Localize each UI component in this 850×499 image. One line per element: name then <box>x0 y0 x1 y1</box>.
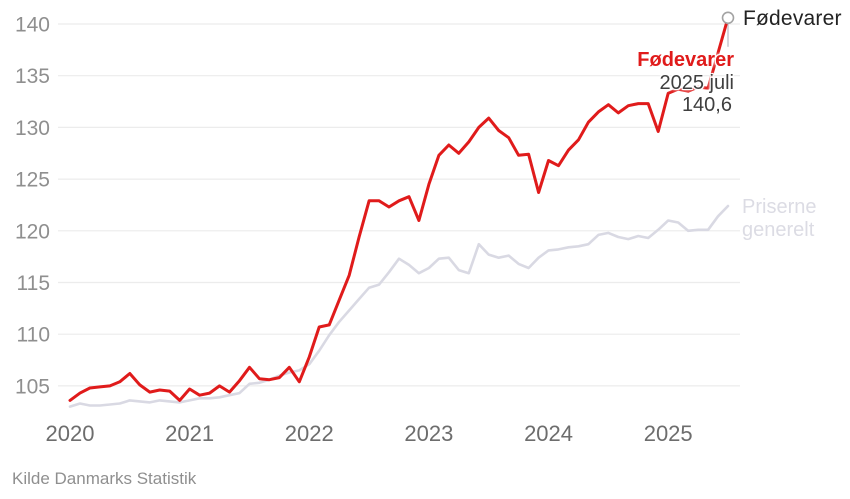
line-chart-canvas: 105 110 115 120 125 130 135 140 2020 2021 2022 2023… <box>15 11 740 446</box>
end-point-marker[interactable] <box>721 11 735 25</box>
series-label-priserne-generelt: Priserne generelt <box>742 196 816 242</box>
x-axis-tick-label: 2023 <box>404 421 453 446</box>
y-axis-tick-label: 105 <box>15 375 50 398</box>
line-priserne-generelt <box>68 204 730 408</box>
y-axis-tick-label: 130 <box>15 117 50 140</box>
series-label-line1: Priserne <box>742 196 817 218</box>
line-foedevarer <box>68 16 730 402</box>
x-axis-tick-label: 2024 <box>524 421 573 446</box>
y-axis-tick-label: 120 <box>15 220 50 243</box>
y-axis-tick-label: 125 <box>15 169 50 192</box>
tooltip-date: 2025 juli <box>659 72 734 94</box>
x-axis-tick-label: 2021 <box>165 421 214 446</box>
tooltip-series-name: Fødevarer <box>637 49 734 71</box>
y-axis-tick-label: 110 <box>17 324 50 347</box>
y-axis-tick-label: 115 <box>17 272 50 295</box>
series-label-line2: generelt <box>742 219 815 241</box>
y-axis-tick-label: 135 <box>15 65 50 88</box>
source-note: Kilde Danmarks Statistik <box>12 469 197 488</box>
x-axis-tick-label: 2020 <box>46 421 95 446</box>
tooltip-value: 140,6 <box>681 94 732 116</box>
series-end-label-foedevarer: Fødevarer <box>743 7 842 30</box>
x-axis-tick-label: 2022 <box>285 421 334 446</box>
x-axis-tick-label: 2025 <box>644 421 693 446</box>
y-axis-tick-label: 140 <box>15 14 50 37</box>
